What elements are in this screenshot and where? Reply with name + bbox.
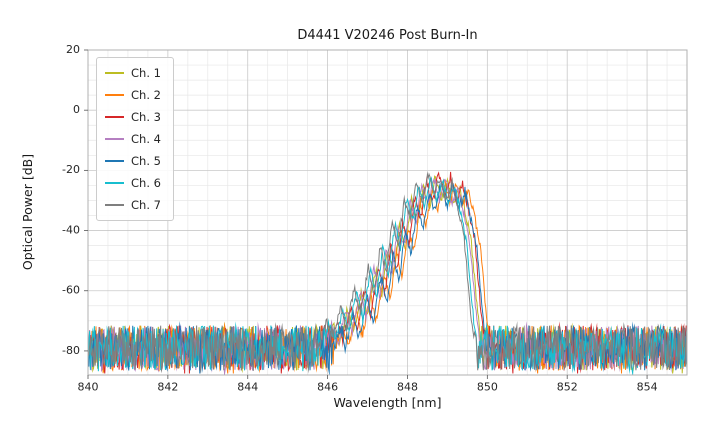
legend-item: Ch. 2 xyxy=(105,84,161,106)
legend-item: Ch. 4 xyxy=(105,128,161,150)
legend-swatch xyxy=(105,71,124,75)
legend-label: Ch. 2 xyxy=(131,88,161,102)
legend-swatch xyxy=(105,115,124,119)
legend-label: Ch. 5 xyxy=(131,154,161,168)
x-axis-label: Wavelength [nm] xyxy=(333,395,442,410)
legend-label: Ch. 4 xyxy=(131,132,161,146)
legend-swatch xyxy=(105,181,124,185)
legend-label: Ch. 1 xyxy=(131,66,161,80)
legend-swatch xyxy=(105,203,124,207)
legend-swatch xyxy=(105,93,124,97)
legend: Ch. 1 Ch. 2 Ch. 3 Ch. 4 Ch. 5 Ch. 6 Ch. 7 xyxy=(96,57,174,221)
legend-item: Ch. 3 xyxy=(105,106,161,128)
legend-swatch xyxy=(105,137,124,141)
legend-item: Ch. 1 xyxy=(105,62,161,84)
legend-item: Ch. 5 xyxy=(105,150,161,172)
legend-item: Ch. 7 xyxy=(105,194,161,216)
legend-label: Ch. 3 xyxy=(131,110,161,124)
legend-label: Ch. 7 xyxy=(131,198,161,212)
legend-label: Ch. 6 xyxy=(131,176,161,190)
legend-swatch xyxy=(105,159,124,163)
y-axis-label: Optical Power [dB] xyxy=(20,153,35,271)
chart-title: D4441 V20246 Post Burn-In xyxy=(297,28,478,43)
legend-item: Ch. 6 xyxy=(105,172,161,194)
